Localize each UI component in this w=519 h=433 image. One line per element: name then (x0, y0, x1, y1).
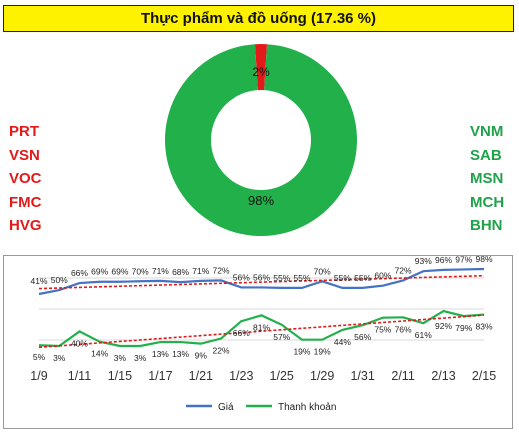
x-tick-label: 1/29 (310, 369, 334, 383)
legend-label-liquidity: Thanh khoản (278, 402, 336, 413)
x-tick-label: 1/17 (148, 369, 172, 383)
right-stock-item: MSN (470, 170, 504, 187)
liquidity-data-label: 75% (374, 325, 391, 335)
liquidity-data-label: 3% (53, 353, 66, 363)
liquidity-data-label: 56% (354, 332, 371, 342)
liquidity-data-label: 9% (195, 351, 208, 361)
price-data-label: 50% (51, 275, 68, 285)
left-stock-item: HVG (9, 217, 42, 234)
liquidity-data-label: 66% (233, 328, 250, 338)
liquidity-data-label: 76% (395, 324, 412, 334)
liquidity-data-label: 57% (273, 332, 290, 342)
liquidity-data-label: 3% (114, 353, 127, 363)
liquidity-data-label: 13% (172, 349, 189, 359)
right-stock-item: MCH (470, 193, 505, 211)
donut-label-large: 98% (248, 193, 274, 208)
x-tick-label: 1/31 (350, 369, 374, 383)
left-stock-item: VSN (9, 146, 40, 164)
right-stock-item: SAB (470, 146, 502, 164)
donut-slice (254, 44, 268, 91)
line-chart-frame (3, 255, 513, 429)
liquidity-data-label: 5% (33, 352, 46, 362)
liquidity-data-label: 79% (455, 323, 472, 333)
price-data-label: 60% (374, 271, 391, 281)
x-tick-label: 1/23 (229, 369, 253, 383)
price-data-label: 70% (314, 266, 331, 276)
price-data-label: 55% (293, 273, 310, 283)
x-tick-label: 1/25 (270, 369, 294, 383)
price-data-label: 69% (111, 267, 128, 277)
donut-label-small: 2% (252, 65, 270, 79)
x-tick-label: 2/11 (391, 369, 414, 383)
x-tick-label: 2/15 (472, 369, 496, 383)
left-stock-item: FMC (9, 193, 42, 211)
liquidity-data-label: 3% (134, 353, 147, 363)
series-line-liquidity (38, 309, 485, 348)
right-stock-list: VNM SAB MSN MCH BHN (470, 120, 510, 238)
left-stock-item: VOC (9, 170, 42, 187)
price-data-label: 41% (30, 276, 47, 286)
price-data-label: 71% (192, 266, 209, 276)
price-data-label: 56% (233, 272, 250, 282)
price-data-label: 56% (253, 272, 270, 282)
liquidity-data-label: 83% (475, 322, 492, 332)
donut-slice (165, 44, 358, 236)
liquidity-data-label: 61% (415, 330, 432, 340)
price-data-label: 98% (475, 254, 492, 264)
left-stock-list: PRT VSN VOC FMC HVG (9, 120, 42, 238)
right-stock-item: VNM (470, 123, 504, 140)
x-tick-label: 2/13 (431, 369, 455, 383)
liquidity-data-label: 92% (435, 321, 452, 331)
price-data-label: 55% (334, 273, 351, 283)
liquidity-data-label: 14% (91, 349, 108, 359)
chart-title-bar: Thực phẩm và đồ uống (17.36 %) (3, 5, 514, 32)
left-stock-item: PRT (9, 123, 39, 140)
trendline-liquidity (38, 314, 485, 349)
liquidity-data-label: 40% (71, 338, 88, 348)
x-tick-label: 1/11 (68, 369, 91, 383)
liquidity-data-label: 44% (334, 337, 351, 347)
chart-title: Thực phẩm và đồ uống (17.36 %) (140, 10, 377, 27)
right-stock-item: BHN (470, 217, 503, 234)
price-data-label: 71% (152, 266, 169, 276)
liquidity-data-label: 22% (213, 346, 230, 356)
donut-chart: 2% 98% (165, 44, 358, 236)
price-data-label: 66% (71, 268, 88, 278)
price-data-label: 72% (395, 265, 412, 275)
price-data-label: 70% (132, 266, 149, 276)
liquidity-data-label: 13% (152, 349, 169, 359)
price-data-label: 97% (455, 254, 472, 264)
x-tick-label: 1/15 (108, 369, 132, 383)
x-tick-label: 1/21 (189, 369, 213, 383)
price-data-label: 93% (415, 256, 432, 266)
price-data-label: 72% (213, 265, 230, 275)
liquidity-data-label: 19% (314, 347, 331, 357)
price-data-label: 96% (435, 255, 452, 265)
legend-label-price: Giá (218, 402, 234, 413)
liquidity-data-label: 81% (253, 322, 270, 332)
price-data-label: 69% (91, 267, 108, 277)
price-data-label: 55% (354, 273, 371, 283)
liquidity-data-label: 19% (293, 347, 310, 357)
price-data-label: 55% (273, 273, 290, 283)
price-data-label: 68% (172, 267, 189, 277)
trendline-price (38, 274, 485, 290)
x-tick-label: 1/9 (30, 369, 47, 383)
